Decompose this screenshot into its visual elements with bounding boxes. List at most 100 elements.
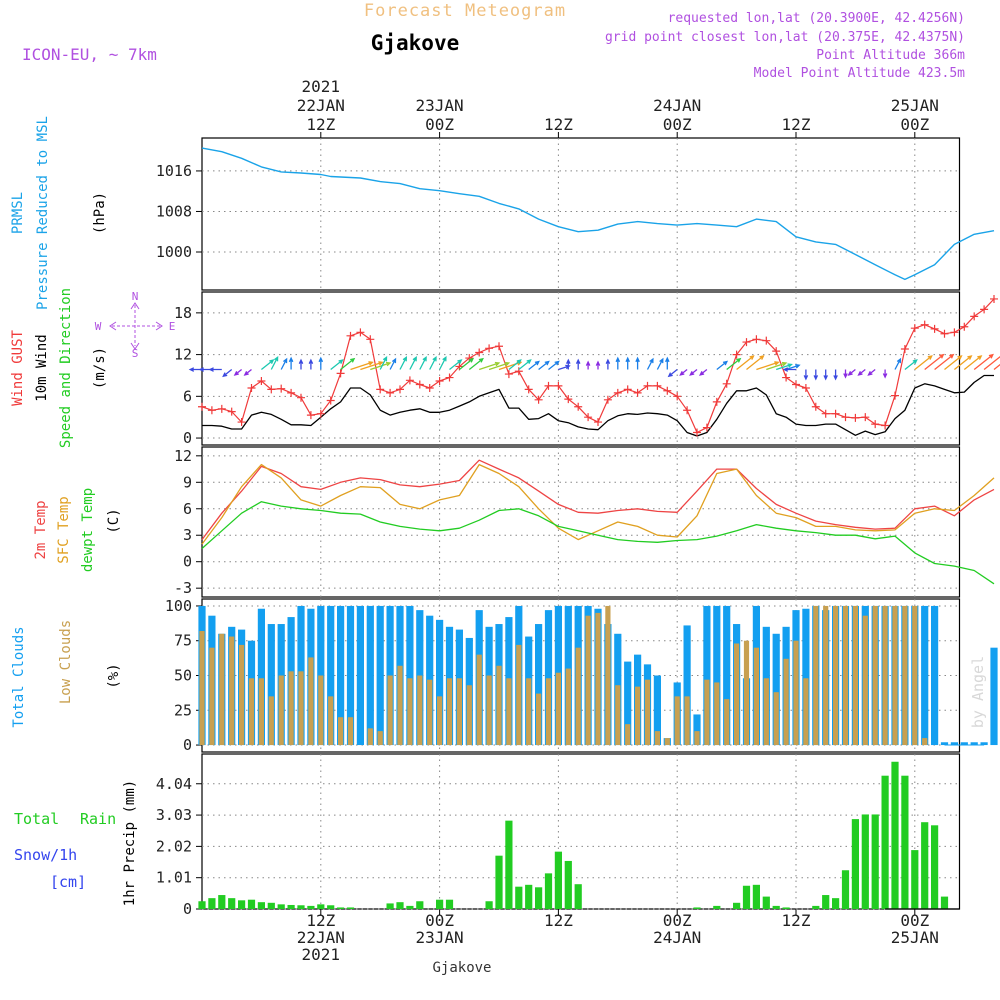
rain-bar — [564, 860, 572, 909]
panel-frame-0 — [201, 137, 961, 291]
wind-arrow — [330, 359, 344, 371]
top-time-label: 2021 — [302, 77, 341, 96]
low-cloud-bar — [813, 605, 819, 746]
low-cloud-bar — [506, 678, 512, 746]
gust-marker — [801, 383, 810, 392]
rain-bar — [445, 899, 454, 909]
bottom-time-label: 22JAN — [297, 928, 345, 947]
wind-arrow — [389, 357, 397, 370]
low-cloud-bar — [407, 678, 413, 746]
gust-marker — [425, 383, 434, 392]
gust-marker — [980, 305, 989, 314]
total-cloud-bar — [356, 605, 364, 746]
rain-bar — [525, 884, 533, 909]
rain-bar — [198, 901, 206, 909]
rain-bar — [940, 896, 949, 909]
wind-arrow — [656, 357, 664, 370]
wind-arrow — [270, 355, 279, 370]
gust-marker — [970, 312, 979, 321]
wind-arrow — [665, 356, 670, 370]
wind-arrow — [785, 364, 801, 371]
model-point-altitude: Model Point Altitude 423.5m — [754, 66, 965, 81]
precip-bars — [198, 761, 960, 910]
rain-bar — [346, 907, 355, 909]
bottom-time-label: 2021 — [302, 945, 341, 964]
rain-bar — [535, 887, 543, 909]
low-cloud-bar — [724, 699, 730, 746]
low-cloud-bar — [199, 630, 205, 746]
wind-arrow — [449, 359, 463, 371]
total-cloud-bar — [772, 633, 780, 746]
gust-marker — [841, 413, 850, 422]
rain-bar — [752, 884, 760, 909]
rain-bar — [297, 905, 305, 909]
y-tick-label: 0 — [183, 429, 192, 447]
wind-arrow — [566, 358, 571, 370]
bottom-time-label: 23JAN — [416, 928, 464, 947]
low-cloud-bar — [605, 605, 611, 746]
y-tick-label: -3 — [174, 579, 192, 597]
gust-marker — [534, 395, 543, 404]
gust-marker — [267, 385, 276, 394]
low-cloud-bar — [615, 685, 621, 746]
temp-2m-line — [201, 459, 995, 540]
gust-marker — [792, 380, 800, 389]
bottom-time-label: 12Z — [306, 911, 335, 930]
gust-marker — [732, 350, 741, 359]
low-cloud-bar — [397, 665, 403, 746]
low-cloud-bar — [902, 605, 908, 746]
gust-marker — [475, 348, 484, 357]
gust-marker — [782, 373, 791, 382]
wind-arrow — [953, 355, 973, 371]
gust-marker — [346, 331, 355, 340]
gust-marker — [950, 328, 959, 337]
low-cloud-bar — [664, 738, 670, 746]
wind-arrow — [260, 359, 275, 371]
rain-bar — [307, 905, 315, 909]
wind-arrow — [847, 368, 856, 376]
y-tick-label: 4.04 — [156, 775, 192, 793]
total-cloud-bar — [376, 605, 384, 746]
top-time-label: 00Z — [663, 115, 692, 134]
wind-arrow — [419, 355, 427, 370]
low-cloud-bar — [892, 605, 898, 746]
wind-arrow — [548, 360, 560, 371]
wind-arrow — [360, 361, 384, 371]
total-cloud-bar — [931, 605, 939, 746]
top-time-label: 23JAN — [416, 96, 464, 115]
wind-arrow — [615, 356, 621, 370]
rain-bar — [228, 898, 236, 909]
low-cloud-bar — [555, 672, 561, 746]
rain-bar — [871, 814, 879, 909]
low-cloud-bar — [338, 717, 344, 746]
gust-marker — [287, 388, 296, 397]
total-cloud-bar — [624, 661, 632, 746]
wind-arrow — [508, 359, 522, 371]
bottom-time-label: 12Z — [544, 911, 573, 930]
wind-arrow — [399, 355, 407, 370]
y-tick-label: 75 — [174, 632, 192, 650]
low-cloud-bar — [783, 658, 789, 746]
compass-rose: N W E S — [95, 290, 176, 360]
low-cloud-bar — [694, 731, 700, 746]
rain-bar — [396, 902, 404, 909]
wind-arrow — [867, 368, 876, 376]
gust-marker — [247, 383, 256, 392]
total-cloud-bar — [723, 605, 731, 746]
gust-marker — [990, 294, 998, 303]
low-cloud-bar — [446, 678, 453, 746]
low-cloud-bar — [219, 633, 225, 746]
gust-marker — [277, 384, 286, 393]
wind-arrow — [370, 361, 392, 371]
wind-arrow — [280, 357, 288, 370]
total-cloud-bar — [346, 605, 355, 746]
low-cloud-bar — [565, 668, 571, 746]
rain-bar — [238, 900, 246, 909]
grid-lines — [202, 138, 960, 910]
y-tick-label: 1.01 — [156, 869, 192, 887]
gust-marker — [366, 335, 375, 344]
total-cloud-bar — [940, 742, 949, 746]
rain-bar — [544, 873, 553, 909]
gust-marker — [742, 338, 751, 347]
wind-arrow — [625, 356, 630, 370]
